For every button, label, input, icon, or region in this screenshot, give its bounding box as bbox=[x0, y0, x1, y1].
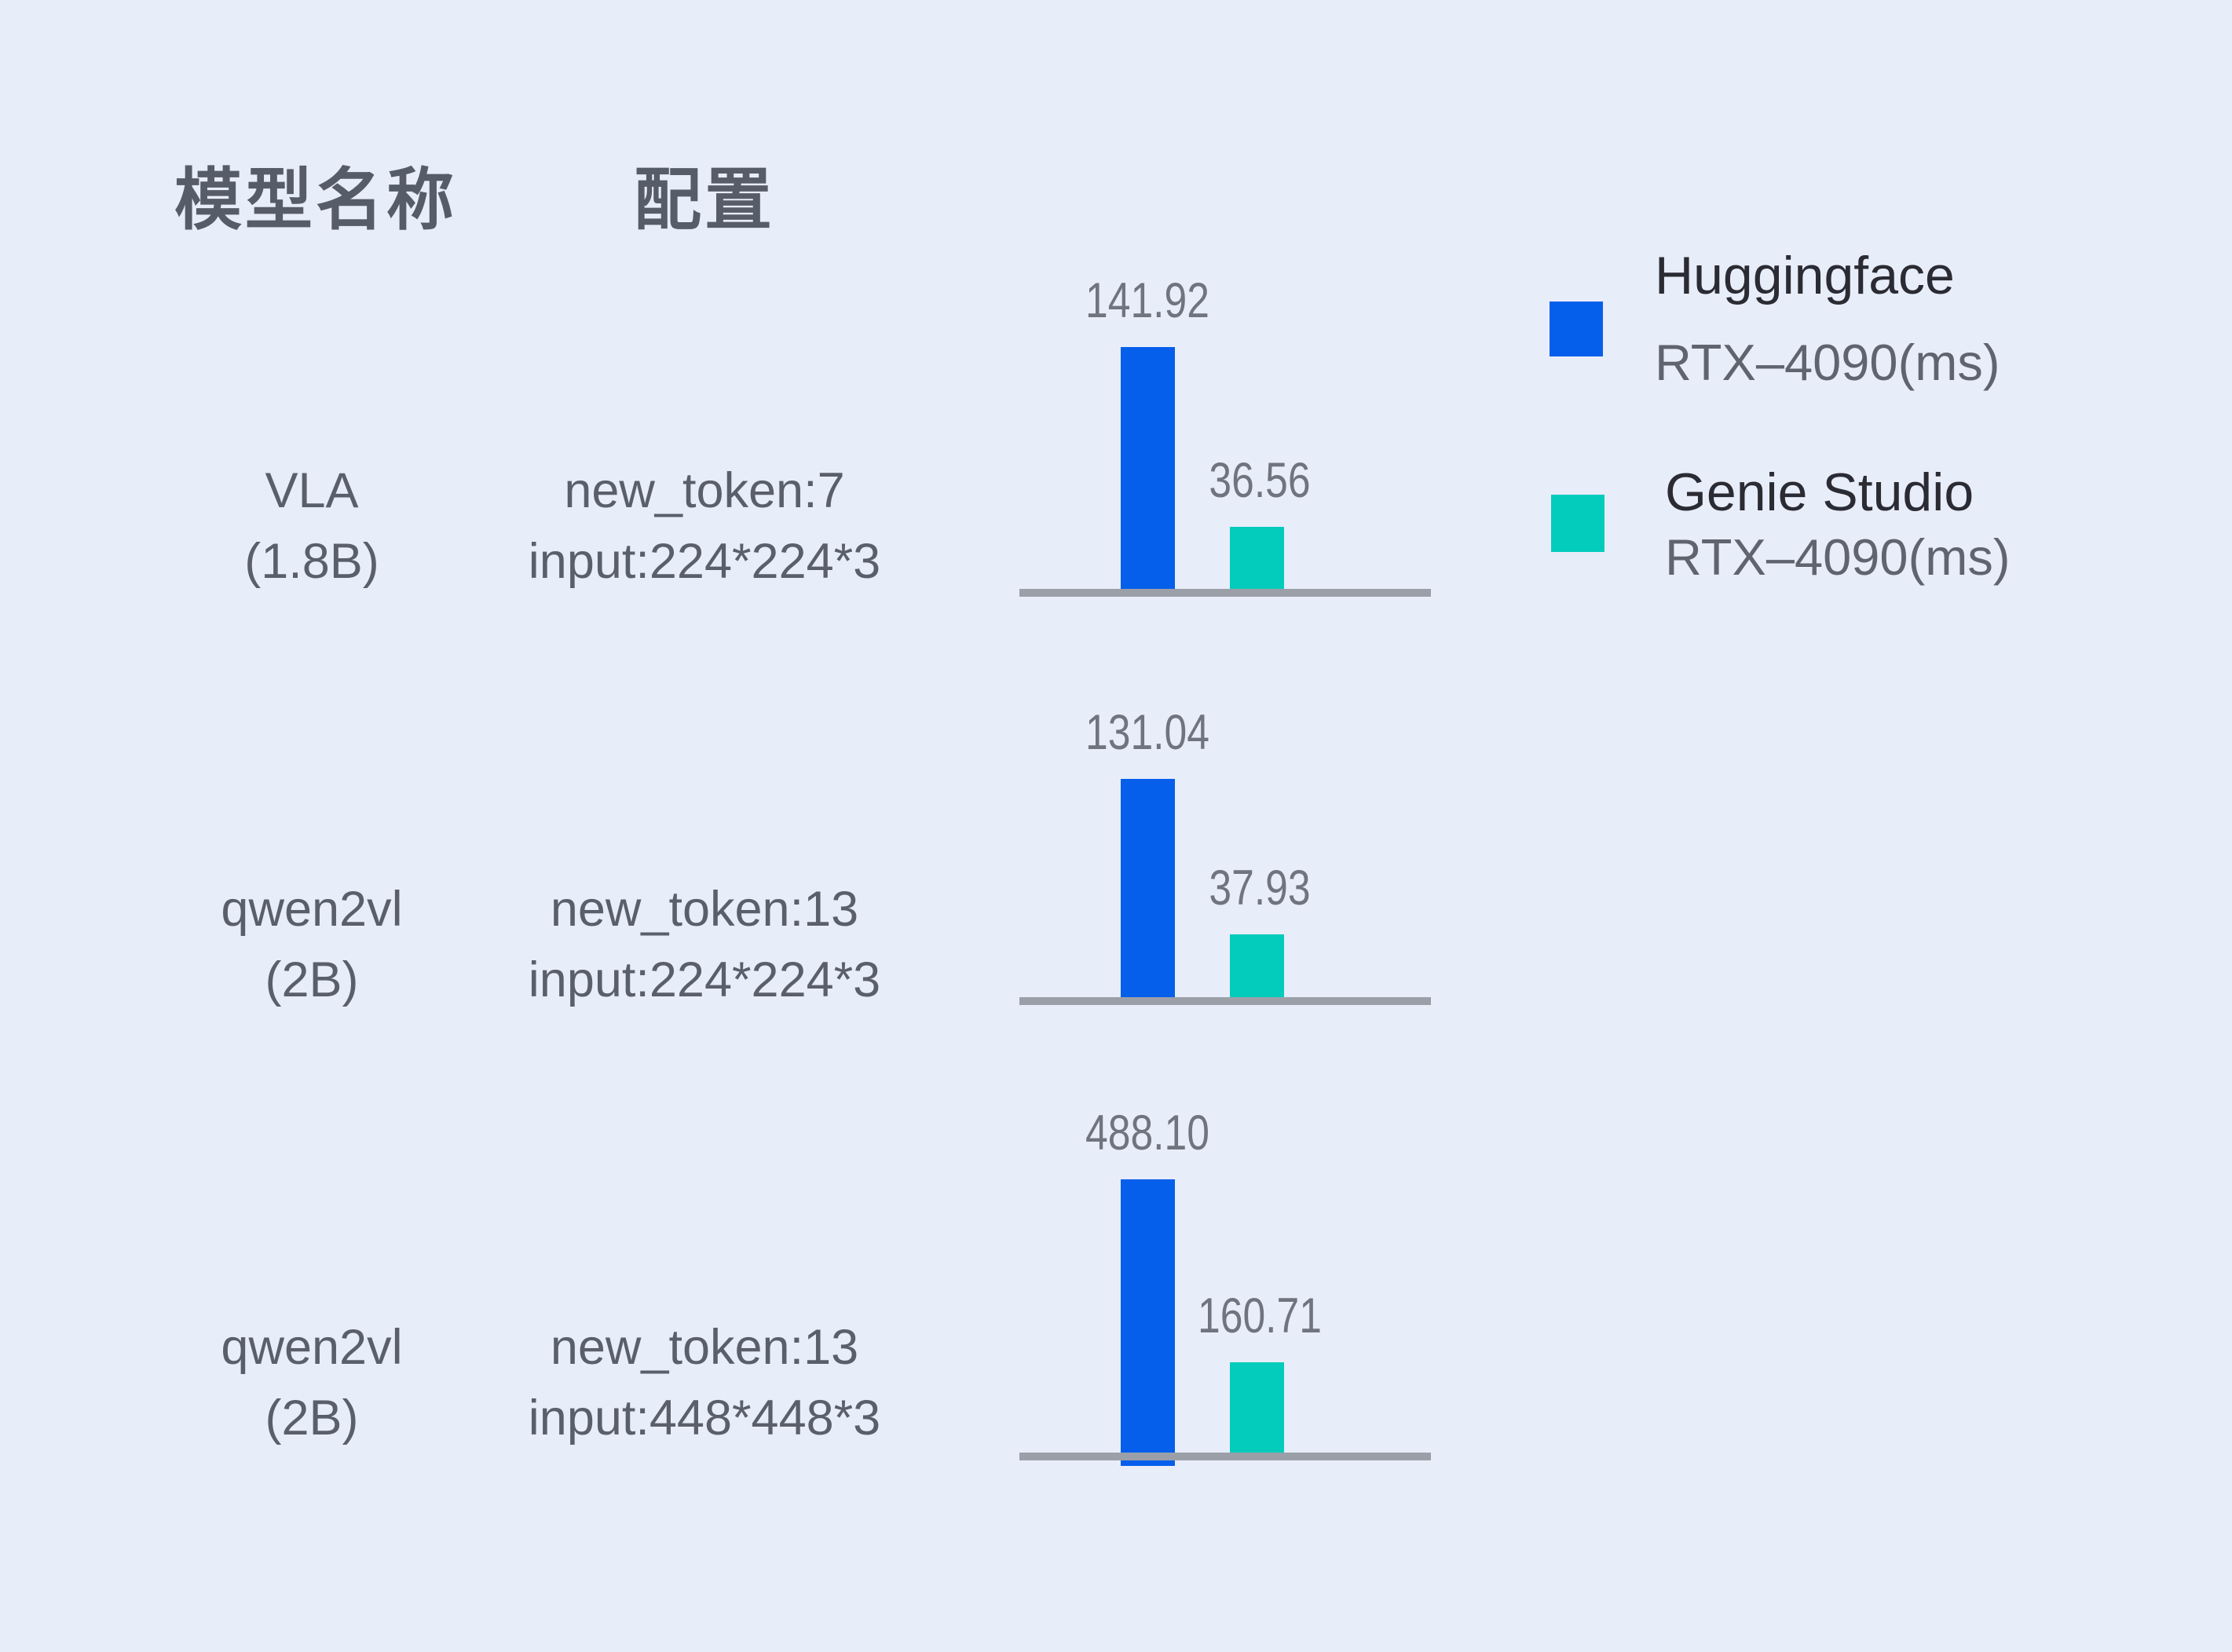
model-name-text: qwen2vl bbox=[221, 1320, 403, 1375]
model-size-text: (1.8B) bbox=[244, 534, 379, 589]
huggingface-bar bbox=[1121, 779, 1175, 1000]
model-label: qwen2vl (2B) bbox=[92, 874, 532, 1015]
model-size-text: (2B) bbox=[265, 1391, 359, 1446]
column-header-config: 配置 bbox=[634, 163, 775, 238]
model-size-text: (2B) bbox=[265, 952, 359, 1007]
huggingface-legend-swatch bbox=[1550, 302, 1603, 356]
config-label: new_token:13 input:448*448*3 bbox=[485, 1312, 924, 1453]
config-label: new_token:13 input:224*224*3 bbox=[485, 874, 924, 1015]
huggingface-value-label: 141.92 bbox=[1085, 273, 1210, 328]
baseline-axis bbox=[1019, 997, 1431, 1005]
baseline-axis bbox=[1019, 589, 1431, 597]
genie-legend-subtitle: RTX–4090(ms) bbox=[1665, 528, 2011, 586]
huggingface-legend-subtitle: RTX–4090(ms) bbox=[1655, 334, 2000, 391]
config-token-text: new_token:13 bbox=[550, 882, 859, 937]
genie-bar bbox=[1230, 934, 1284, 1000]
model-name-text: qwen2vl bbox=[221, 882, 403, 937]
model-name-text: VLA bbox=[265, 463, 359, 518]
model-label: VLA (1.8B) bbox=[92, 455, 532, 597]
huggingface-value-label: 488.10 bbox=[1085, 1106, 1210, 1160]
genie-value-label: 160.71 bbox=[1197, 1288, 1323, 1343]
genie-bar bbox=[1230, 1362, 1284, 1456]
genie-legend-title: Genie Studio bbox=[1665, 462, 1974, 522]
config-input-text: input:448*448*3 bbox=[528, 1391, 881, 1446]
huggingface-bar bbox=[1121, 1179, 1175, 1466]
genie-value-label: 36.56 bbox=[1209, 453, 1311, 508]
genie-legend-swatch bbox=[1551, 495, 1604, 552]
config-token-text: new_token:7 bbox=[564, 463, 845, 518]
column-header-model-name: 模型名称 bbox=[174, 163, 457, 238]
config-input-text: input:224*224*3 bbox=[528, 534, 881, 589]
model-label: qwen2vl (2B) bbox=[92, 1312, 532, 1453]
genie-bar bbox=[1230, 527, 1284, 592]
huggingface-legend-title: Huggingface bbox=[1655, 246, 1955, 305]
huggingface-bar bbox=[1121, 347, 1175, 592]
genie-value-label: 37.93 bbox=[1209, 861, 1311, 916]
baseline-axis bbox=[1019, 1453, 1431, 1460]
config-input-text: input:224*224*3 bbox=[528, 952, 881, 1007]
huggingface-value-label: 131.04 bbox=[1085, 705, 1210, 760]
config-label: new_token:7 input:224*224*3 bbox=[485, 455, 924, 597]
config-token-text: new_token:13 bbox=[550, 1320, 859, 1375]
